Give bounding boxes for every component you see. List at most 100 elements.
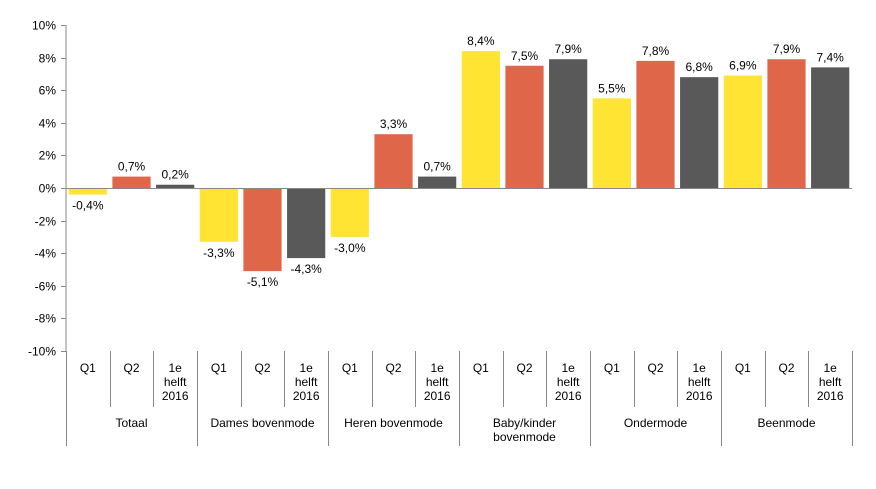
bar bbox=[156, 184, 195, 188]
x-tick-label-line: 2016 bbox=[555, 389, 582, 403]
bar bbox=[330, 188, 369, 237]
x-tick-label: Q1 bbox=[735, 361, 751, 375]
x-tick-label-line: helft bbox=[688, 375, 711, 389]
bar bbox=[549, 59, 588, 189]
group-label: Totaal bbox=[115, 416, 147, 430]
bar bbox=[374, 134, 413, 188]
data-label: -5,1% bbox=[247, 275, 279, 289]
data-label: 5,5% bbox=[598, 81, 626, 95]
x-tick-label-line: Q1 bbox=[211, 361, 227, 375]
x-tick-label-line: Q2 bbox=[123, 361, 139, 375]
y-tick-label: 8% bbox=[39, 52, 57, 66]
bar bbox=[199, 188, 238, 242]
x-tick-label-line: 1e bbox=[823, 361, 837, 375]
y-tick-label: -10% bbox=[28, 345, 56, 359]
group-label: Dames bovenmode bbox=[210, 416, 314, 430]
group-label-line: Ondermode bbox=[624, 416, 688, 430]
x-tick-label-line: Q1 bbox=[604, 361, 620, 375]
x-tick-label: Q2 bbox=[123, 361, 139, 375]
data-labels: -0,4% 0,7% 0,2% -3,3% -5,1% -4,3% -3,0% 3,3% 0,7… bbox=[72, 34, 844, 289]
bar bbox=[592, 98, 631, 188]
data-label: 7,9% bbox=[554, 42, 582, 56]
bar bbox=[767, 59, 806, 189]
y-tick-label: -2% bbox=[35, 215, 57, 229]
x-tick-label-line: 1e bbox=[168, 361, 182, 375]
data-label: 7,5% bbox=[511, 49, 539, 63]
x-tick-label-line: Q2 bbox=[778, 361, 794, 375]
data-label: 7,9% bbox=[773, 42, 801, 56]
data-label: -4,3% bbox=[290, 262, 322, 276]
data-label: 0,2% bbox=[161, 168, 189, 182]
data-label: 0,7% bbox=[423, 160, 451, 174]
x-tick-label-line: helft bbox=[426, 375, 449, 389]
x-tick-label-line: 2016 bbox=[686, 389, 713, 403]
data-label: -3,3% bbox=[203, 246, 235, 260]
data-label: -3,0% bbox=[334, 241, 366, 255]
bar bbox=[680, 77, 719, 188]
x-tick-label-line: 1e bbox=[299, 361, 313, 375]
group-label-line: Beenmode bbox=[757, 416, 815, 430]
bar bbox=[112, 176, 151, 188]
x-tick-label-line: Q2 bbox=[647, 361, 663, 375]
x-tick-label-line: Q2 bbox=[385, 361, 401, 375]
x-tick-label: Q2 bbox=[516, 361, 532, 375]
group-label: Beenmode bbox=[757, 416, 815, 430]
x-tick-label: 1e helft 2016 bbox=[293, 361, 320, 403]
x-tick-label: Q1 bbox=[473, 361, 489, 375]
x-tick-label-line: Q2 bbox=[516, 361, 532, 375]
bar bbox=[243, 188, 282, 272]
group-label-line: Dames bovenmode bbox=[210, 416, 314, 430]
y-tick-label: 0% bbox=[39, 182, 57, 196]
group-label: Heren bovenmode bbox=[344, 416, 443, 430]
y-tick-label: 6% bbox=[39, 84, 57, 98]
x-tick-label-line: Q1 bbox=[473, 361, 489, 375]
bar bbox=[461, 51, 500, 188]
bars bbox=[68, 51, 850, 272]
x-tick-label-line: 2016 bbox=[817, 389, 844, 403]
x-tick-label: Q1 bbox=[80, 361, 96, 375]
y-tick-label: 4% bbox=[39, 117, 57, 131]
x-tick-label: Q1 bbox=[342, 361, 358, 375]
x-tick-label: Q1 bbox=[604, 361, 620, 375]
group-label-line: bovenmode bbox=[493, 430, 556, 444]
data-label: 0,7% bbox=[118, 160, 146, 174]
x-tick-label: 1e helft 2016 bbox=[817, 361, 844, 403]
data-label: 7,8% bbox=[642, 44, 670, 58]
data-label: 3,3% bbox=[380, 117, 408, 131]
x-tick-label-line: 1e bbox=[692, 361, 706, 375]
bar bbox=[68, 188, 107, 195]
x-tick-label: Q1 bbox=[211, 361, 227, 375]
x-tick-label-line: helft bbox=[164, 375, 187, 389]
x-tick-label-line: Q2 bbox=[254, 361, 270, 375]
x-tick-label-line: helft bbox=[557, 375, 580, 389]
x-tick-label: 1e helft 2016 bbox=[686, 361, 713, 403]
group-label: Ondermode bbox=[624, 416, 688, 430]
x-tick-label: 1e helft 2016 bbox=[162, 361, 189, 403]
data-label: 7,4% bbox=[816, 50, 844, 64]
x-tick-label-line: 1e bbox=[430, 361, 444, 375]
y-tick-label: -8% bbox=[35, 312, 57, 326]
x-tick-label-line: Q1 bbox=[342, 361, 358, 375]
x-tick-label-line: 2016 bbox=[162, 389, 189, 403]
x-tick-label: 1e helft 2016 bbox=[424, 361, 451, 403]
bar bbox=[636, 60, 675, 188]
x-tick-label-line: Q1 bbox=[80, 361, 96, 375]
group-label-line: Heren bovenmode bbox=[344, 416, 443, 430]
data-label: 8,4% bbox=[467, 34, 495, 48]
group-label-line: Totaal bbox=[115, 416, 147, 430]
x-tick-label-line: 2016 bbox=[424, 389, 451, 403]
bar bbox=[287, 188, 326, 259]
y-tick-label: 10% bbox=[32, 19, 56, 33]
x-tick-label: 1e helft 2016 bbox=[555, 361, 582, 403]
y-tick-label: 2% bbox=[39, 149, 57, 163]
x-tick-label-line: Q1 bbox=[735, 361, 751, 375]
bar bbox=[723, 75, 762, 188]
data-label: -0,4% bbox=[72, 199, 104, 213]
group-label-line: Baby/kinder bbox=[493, 416, 556, 430]
bar bbox=[811, 67, 850, 188]
x-tick-label: Q2 bbox=[385, 361, 401, 375]
x-tick-label-line: 1e bbox=[561, 361, 575, 375]
y-tick-label: -6% bbox=[35, 280, 57, 294]
group-label: Baby/kinder bovenmode bbox=[493, 416, 556, 444]
